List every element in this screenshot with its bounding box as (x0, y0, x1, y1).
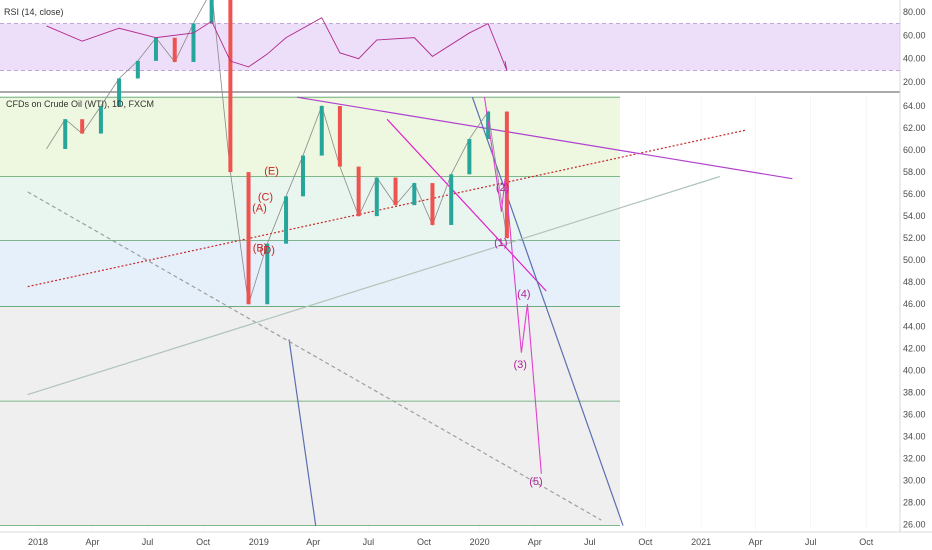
price-candle (246, 172, 251, 305)
price-candle (284, 196, 289, 244)
price-axis-tick-label: 46.00 (903, 299, 926, 309)
price-axis-tick-label: 52.00 (903, 233, 926, 243)
x-axis-tick-label: Apr (749, 537, 763, 547)
x-axis-tick-label: 2019 (249, 537, 269, 547)
price-axis-tick-label: 30.00 (903, 475, 926, 485)
price-axis-tick-label: 48.00 (903, 277, 926, 287)
price-axis-tick-label: 44.00 (903, 321, 926, 331)
price-series-layer (46, 0, 509, 305)
price-candle (430, 183, 435, 225)
rsi-legend[interactable]: RSI (14, close) (4, 7, 64, 17)
price-candle (228, 0, 233, 173)
price-axis-tick-label: 32.00 (903, 453, 926, 463)
price-legend[interactable]: CFDs on Crude Oil (WTI), 1D, FXCM (6, 99, 154, 109)
price-axis-tick-label: 60.00 (903, 145, 926, 155)
price-axis-tick-label: 38.00 (903, 387, 926, 397)
price-candle (153, 37, 158, 61)
background-layer (0, 23, 900, 93)
x-axis-tick-label: Jul (584, 537, 596, 547)
wave-label: (D) (260, 245, 275, 257)
trendline-grey-long-uptrend (27, 175, 721, 396)
price-candle (172, 37, 177, 62)
wave-label: (3) (513, 359, 526, 371)
trendline-violet-descending-channel (296, 96, 793, 180)
x-axis-tick-label: Oct (859, 537, 874, 547)
x-axis-tick-label: Jul (363, 537, 375, 547)
x-axis-tick-label: Oct (638, 537, 653, 547)
trendline-grey-dotted-diagonal (27, 191, 602, 521)
wave-projection-layer (483, 97, 542, 474)
price-axis-tick-label: 62.00 (903, 123, 926, 133)
price-candle (412, 183, 417, 206)
wave-label: (5) (529, 476, 542, 488)
x-axis-tick-label: 2020 (470, 537, 490, 547)
rsi-axis-tick-label: 40.00 (903, 54, 926, 64)
fib-zone (0, 176, 620, 241)
wave-projection-path (483, 97, 542, 474)
rsi-panel-layer (46, 17, 508, 71)
x-axis-tick-label: Apr (528, 537, 542, 547)
price-candle (356, 166, 361, 217)
price-candle (80, 119, 85, 134)
price-candle (504, 111, 509, 239)
price-candle (265, 243, 270, 305)
price-axis-tick-label: 26.00 (903, 519, 926, 529)
price-axis-tick-label: 54.00 (903, 211, 926, 221)
trendline-blue-steep-line (471, 97, 624, 526)
x-axis-tick-label: 2021 (691, 537, 711, 547)
wave-label: (B) (253, 242, 268, 254)
rsi-axis-tick-label: 20.00 (903, 77, 926, 87)
wave-label: (E) (264, 165, 279, 177)
price-candle (63, 119, 68, 149)
price-axis-tick-label: 36.00 (903, 409, 926, 419)
wave-label: (4) (517, 289, 530, 301)
price-candle (117, 78, 122, 107)
price-axis-tick-label: 50.00 (903, 255, 926, 265)
fib-zone (0, 401, 620, 526)
wave-label-layer: (E) (C)(A) (B)(D) (2) (1) (4) (3) (5) (252, 165, 543, 488)
rsi-axis-tick-label: 60.00 (903, 30, 926, 40)
price-axis-tick-label: 40.00 (903, 365, 926, 375)
price-axis-tick-label: 58.00 (903, 167, 926, 177)
x-axis-tick-label: 2018 (28, 537, 48, 547)
price-candle (319, 106, 324, 156)
wave-label: (2) (496, 182, 509, 194)
price-candle (449, 174, 454, 225)
price-axis-tick-label: 64.00 (903, 101, 926, 111)
wave-label: (C) (258, 192, 273, 204)
x-axis-tick-label: Oct (417, 537, 432, 547)
wave-label: (A) (252, 203, 267, 215)
x-axis-tick-label: Apr (306, 537, 320, 547)
price-candle (98, 106, 103, 134)
fib-retracement (0, 96, 620, 526)
price-candle (337, 106, 342, 167)
x-axis-tick-label: Jul (805, 537, 817, 547)
trendline-blue-vertical-line (288, 339, 317, 526)
trendline-layer (27, 96, 793, 526)
wave-label: (1) (494, 237, 507, 249)
price-axis-tick-label: 56.00 (903, 189, 926, 199)
x-axis-tick-label: Apr (85, 537, 99, 547)
price-candle (374, 177, 379, 217)
price-candle (135, 60, 140, 79)
price-candle (393, 177, 398, 206)
price-line (46, 0, 508, 305)
price-candle (209, 0, 214, 24)
rsi-axis-tick-label: 80.00 (903, 7, 926, 17)
price-axis-tick-label: 34.00 (903, 431, 926, 441)
rsi-band (0, 23, 900, 71)
x-axis-tick-label: Jul (142, 537, 154, 547)
price-candle (467, 139, 472, 175)
price-candle (191, 23, 196, 62)
x-axis-tick-label: Oct (196, 537, 211, 547)
price-axis-tick-label: 42.00 (903, 343, 926, 353)
price-axis-tick-label: 28.00 (903, 497, 926, 507)
rsi-line (46, 17, 508, 71)
trendline-magenta-descending-line (386, 118, 547, 292)
price-candle (300, 155, 305, 197)
